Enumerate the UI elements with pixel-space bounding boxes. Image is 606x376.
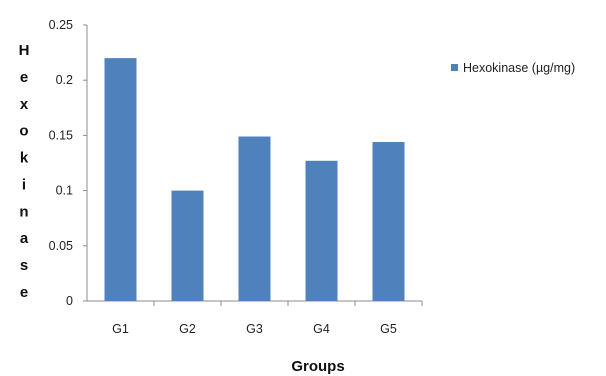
y-tick-label: 0 [66,294,73,308]
x-tick-label: G4 [313,322,330,336]
y-axis-title-letter: H [19,42,30,59]
y-tick-label: 0.1 [56,184,73,198]
y-tick-label: 0.2 [56,73,73,87]
y-axis-title-letter: o [19,123,28,140]
x-tick-label: G2 [179,322,196,336]
y-axis-title-letter: s [20,257,28,274]
legend-swatch [451,64,458,71]
x-axis-ticks: G1 G2 G3 G4 G5 [112,301,423,336]
y-tick-label: 0.15 [49,128,73,142]
y-tick-label: 0.25 [49,18,73,32]
y-axis-title-letter: x [20,96,29,113]
bar-g3 [238,136,271,301]
y-axis-title-letter: n [19,203,28,220]
x-tick-label: G3 [246,322,263,336]
bar-g4 [305,160,338,301]
y-axis-ticks: 0 0.05 0.1 0.15 0.2 0.25 [49,18,87,308]
legend: Hexokinase (µg/mg) [451,61,575,75]
x-tick-label: G1 [112,322,129,336]
y-axis-title-letter: i [22,176,26,193]
x-axis-title: Groups [291,358,344,375]
x-tick-label: G5 [380,322,397,336]
y-tick-label: 0.05 [49,239,73,253]
bar-g2 [171,190,204,301]
bar-g1 [104,58,137,302]
bars [104,58,405,302]
y-axis-title-letter: k [20,150,29,167]
y-axis-title-letter: e [20,69,28,86]
y-axis-title: Hexokinase [19,42,30,301]
bar-g5 [372,142,405,301]
y-axis-title-letter: a [20,230,29,247]
y-axis-title-letter: e [20,284,28,301]
legend-label: Hexokinase (µg/mg) [463,61,575,75]
